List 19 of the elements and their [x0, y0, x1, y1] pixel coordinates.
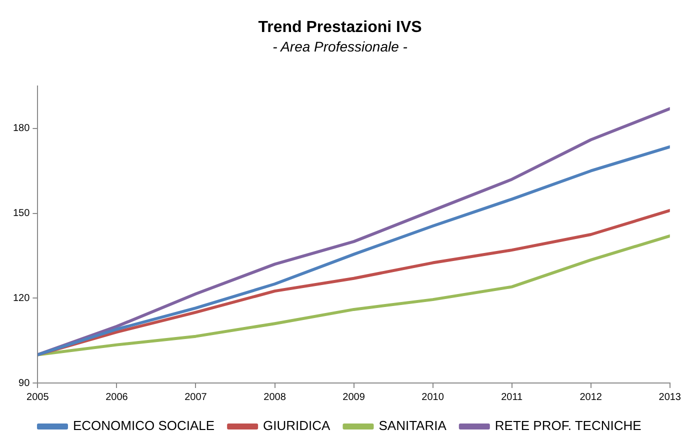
- legend-label: ECONOMICO SOCIALE: [72, 418, 215, 434]
- legend-label: GIURIDICA: [263, 418, 331, 434]
- x-tick-label: 2011: [501, 392, 524, 403]
- legend-label: RETE PROF. TECNICHE: [494, 418, 642, 434]
- x-tick-label: 2010: [422, 392, 444, 403]
- y-tick-label: 90: [18, 378, 30, 389]
- chart-subtitle: - Area Professionale -: [272, 38, 408, 54]
- chart-title: Trend Prestazioni IVS: [258, 19, 422, 36]
- x-tick-label: 2006: [106, 392, 128, 403]
- x-tick-label: 2005: [26, 392, 50, 403]
- x-tick-label: 2009: [342, 392, 366, 403]
- y-tick-label: 180: [12, 123, 30, 134]
- y-tick-label: 120: [12, 292, 30, 304]
- x-tick-label: 2007: [184, 392, 208, 403]
- legend-label: SANITARIA: [378, 418, 447, 434]
- x-tick-label: 2008: [264, 392, 286, 403]
- x-tick-label: 2012: [580, 392, 602, 403]
- x-tick-label: 2013: [658, 392, 682, 403]
- y-tick-label: 150: [12, 208, 30, 220]
